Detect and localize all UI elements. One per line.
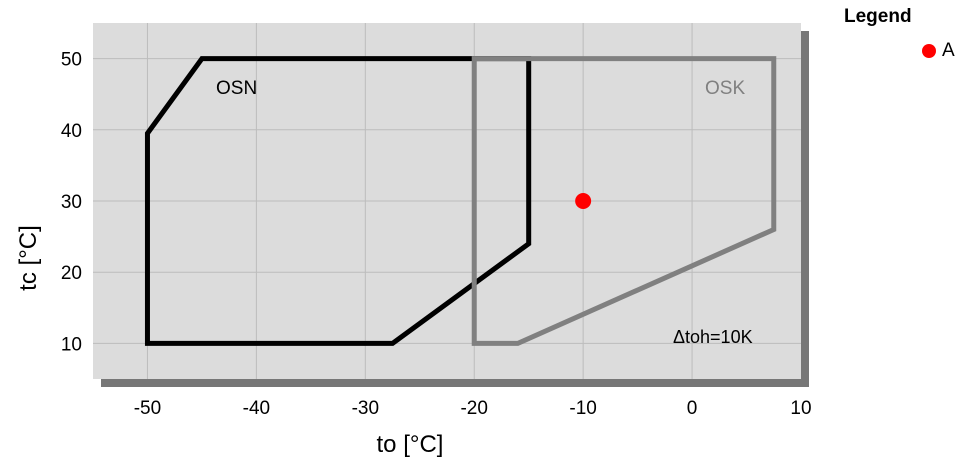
y-tick-label: 50 bbox=[61, 50, 82, 71]
y-axis-ticks: 10 20 30 40 50 bbox=[61, 50, 82, 356]
y-tick-label: 30 bbox=[61, 192, 82, 213]
y-axis-label: tc [°C] bbox=[15, 225, 42, 291]
x-axis-ticks: -50 -40 -30 -20 -10 0 10 bbox=[134, 398, 812, 419]
x-tick-label: 0 bbox=[687, 398, 698, 419]
legend-item-a: A bbox=[922, 40, 955, 62]
legend-label: A bbox=[942, 40, 955, 61]
x-tick-label: -10 bbox=[569, 398, 596, 419]
series-line-osn bbox=[144, 56, 532, 346]
x-axis-label: to [°C] bbox=[377, 431, 444, 458]
data-point-a bbox=[575, 193, 592, 209]
y-tick-label: 40 bbox=[61, 121, 82, 142]
plot-area: -50 -40 -30 -20 -10 0 10 10 20 30 40 50 OSN OSK Δt… bbox=[61, 23, 812, 419]
series-line-osk bbox=[471, 56, 777, 346]
y-tick-label: 10 bbox=[61, 334, 82, 355]
legend-title: Legend bbox=[844, 6, 912, 27]
x-tick-label: -50 bbox=[134, 398, 161, 419]
y-tick-label: 20 bbox=[61, 263, 82, 284]
x-tick-label: -20 bbox=[460, 398, 487, 419]
series-group bbox=[144, 56, 777, 346]
series-label-osn: OSN bbox=[216, 78, 257, 99]
x-tick-label: 10 bbox=[790, 398, 811, 419]
delta-annotation: Δtoh=10K bbox=[673, 327, 753, 347]
x-tick-label: -30 bbox=[352, 398, 379, 419]
x-tick-label: -40 bbox=[243, 398, 270, 419]
legend-marker bbox=[922, 44, 936, 58]
points-group bbox=[575, 193, 592, 209]
series-label-osk: OSK bbox=[705, 78, 745, 99]
